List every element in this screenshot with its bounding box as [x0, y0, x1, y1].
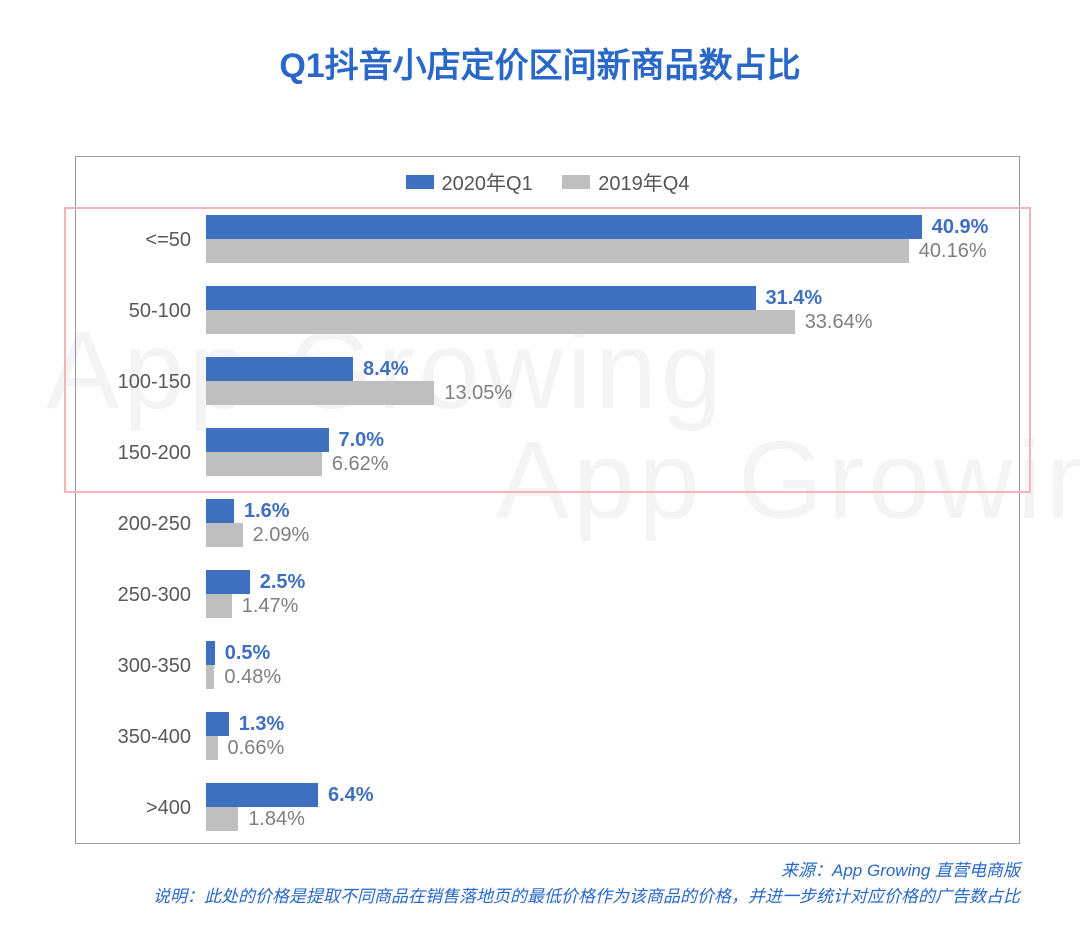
bar-series2: 40.16% — [206, 239, 987, 263]
chart-title: Q1抖音小店定价区间新商品数占比 — [0, 38, 1080, 87]
bar-rect-series1 — [206, 783, 318, 807]
bar-rect-series2 — [206, 807, 238, 831]
bars-area: 2.5%1.47% — [206, 560, 1009, 631]
bar-series1: 0.5% — [206, 641, 270, 665]
bar-rect-series2 — [206, 310, 795, 334]
bar-rect-series1 — [206, 215, 922, 239]
bars-area: 1.6%2.09% — [206, 489, 1009, 560]
bar-series2: 13.05% — [206, 381, 512, 405]
chart-container: App Growing App Growing 2020年Q1 2019年Q4 … — [75, 156, 1020, 844]
bar-series1: 2.5% — [206, 570, 305, 594]
legend-item-series2: 2019年Q4 — [562, 167, 689, 196]
value-label-series1: 8.4% — [363, 358, 409, 381]
category-label: 100-150 — [76, 347, 201, 418]
legend-swatch-series1 — [406, 175, 434, 189]
category-label: 300-350 — [76, 631, 201, 702]
bar-row: 250-3002.5%1.47% — [76, 560, 1019, 631]
category-label: 200-250 — [76, 489, 201, 560]
category-label: 150-200 — [76, 418, 201, 489]
value-label-series2: 1.84% — [248, 808, 305, 831]
bar-row: 150-2007.0%6.62% — [76, 418, 1019, 489]
bar-rect-series2 — [206, 452, 322, 476]
category-label: 250-300 — [76, 560, 201, 631]
bar-rows: <=5040.9%40.16%50-10031.4%33.64%100-1508… — [76, 205, 1019, 844]
footer-note: 说明：此处的价格是提取不同商品在销售落地页的最低价格作为该商品的价格，并进一步统… — [153, 884, 1020, 910]
bar-rect-series1 — [206, 357, 353, 381]
bar-row: 300-3500.5%0.48% — [76, 631, 1019, 702]
value-label-series2: 0.48% — [224, 666, 281, 689]
bar-series1: 7.0% — [206, 428, 384, 452]
bar-series1: 8.4% — [206, 357, 409, 381]
value-label-series2: 40.16% — [919, 240, 987, 263]
bar-series1: 6.4% — [206, 783, 374, 807]
bars-area: 31.4%33.64% — [206, 276, 1009, 347]
value-label-series1: 7.0% — [339, 429, 385, 452]
bar-rect-series1 — [206, 641, 215, 665]
bar-row: 100-150 8.4% 13.05% — [76, 347, 1019, 418]
legend-label-series2: 2019年Q4 — [598, 167, 689, 196]
chart-footer: 来源：App Growing 直营电商版 说明：此处的价格是提取不同商品在销售落… — [153, 858, 1020, 909]
value-label-series1: 1.3% — [239, 713, 285, 736]
legend-item-series1: 2020年Q1 — [406, 167, 533, 196]
bars-area: 0.5%0.48% — [206, 631, 1009, 702]
value-label-series1: 2.5% — [260, 571, 306, 594]
bar-series2: 1.47% — [206, 594, 298, 618]
bar-rect-series2 — [206, 665, 214, 689]
bars-area: 1.3%0.66% — [206, 702, 1009, 773]
value-label-series2: 13.05% — [444, 382, 512, 405]
category-label: 350-400 — [76, 702, 201, 773]
bar-rect-series1 — [206, 286, 756, 310]
value-label-series1: 31.4% — [766, 287, 823, 310]
bar-rect-series2 — [206, 594, 232, 618]
bar-series2: 0.66% — [206, 736, 284, 760]
bar-series1: 31.4% — [206, 286, 822, 310]
bar-row: <=5040.9%40.16% — [76, 205, 1019, 276]
bar-series2: 0.48% — [206, 665, 281, 689]
bar-row: >400 6.4% 1.84% — [76, 773, 1019, 844]
category-label: 50-100 — [76, 276, 201, 347]
bar-rect-series2 — [206, 381, 434, 405]
bar-series2: 1.84% — [206, 807, 305, 831]
value-label-series2: 33.64% — [805, 311, 873, 334]
category-label: <=50 — [76, 205, 201, 276]
bars-area: 40.9%40.16% — [206, 205, 1009, 276]
value-label-series2: 2.09% — [253, 524, 310, 547]
value-label-series2: 6.62% — [332, 453, 389, 476]
bar-rect-series1 — [206, 428, 329, 452]
bars-area: 8.4% 13.05% — [206, 347, 1009, 418]
bar-rect-series1 — [206, 570, 250, 594]
bar-rect-series2 — [206, 523, 243, 547]
bar-rect-series1 — [206, 499, 234, 523]
bar-rect-series2 — [206, 736, 218, 760]
value-label-series1: 0.5% — [225, 642, 271, 665]
bar-series1: 1.3% — [206, 712, 284, 736]
bar-series2: 2.09% — [206, 523, 309, 547]
bar-rect-series2 — [206, 239, 909, 263]
footer-source: 来源：App Growing 直营电商版 — [153, 858, 1020, 884]
bar-series1: 40.9% — [206, 215, 988, 239]
value-label-series1: 1.6% — [244, 500, 290, 523]
value-label-series2: 1.47% — [242, 595, 299, 618]
bar-series2: 33.64% — [206, 310, 873, 334]
legend-swatch-series2 — [562, 175, 590, 189]
bars-area: 6.4% 1.84% — [206, 773, 1009, 844]
bar-series1: 1.6% — [206, 499, 290, 523]
value-label-series2: 0.66% — [228, 737, 285, 760]
category-label: >400 — [76, 773, 201, 844]
bar-row: 200-2501.6%2.09% — [76, 489, 1019, 560]
legend-label-series1: 2020年Q1 — [442, 167, 533, 196]
bar-series2: 6.62% — [206, 452, 389, 476]
chart-legend: 2020年Q1 2019年Q4 — [76, 167, 1019, 196]
bar-rect-series1 — [206, 712, 229, 736]
value-label-series1: 40.9% — [932, 216, 989, 239]
bar-row: 350-4001.3%0.66% — [76, 702, 1019, 773]
bar-row: 50-10031.4%33.64% — [76, 276, 1019, 347]
bars-area: 7.0%6.62% — [206, 418, 1009, 489]
value-label-series1: 6.4% — [328, 784, 374, 807]
